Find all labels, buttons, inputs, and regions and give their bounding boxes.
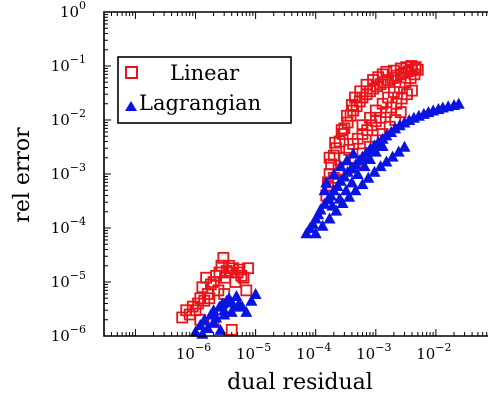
data-point-lagrangian (316, 219, 329, 231)
x-axis-label: dual residual (227, 370, 373, 395)
data-point-lagrangian (345, 176, 358, 188)
x-tick-label: 10−3 (356, 341, 391, 363)
y-tick-label: 10−4 (51, 215, 86, 237)
data-point-lagrangian (398, 140, 411, 152)
data-point-linear (203, 292, 216, 305)
data-point-lagrangian (386, 150, 399, 162)
y-tick-label: 10−6 (51, 323, 86, 345)
x-tick-exponent: −2 (435, 341, 451, 354)
series-lagrangian (189, 97, 465, 339)
data-point-lagrangian (198, 313, 211, 325)
data-point-linear (356, 119, 369, 132)
legend-label-linear: Linear (170, 61, 240, 85)
x-tick-label: 10−2 (416, 341, 451, 363)
data-point-lagrangian (380, 155, 393, 167)
data-point-lagrangian (207, 316, 220, 328)
y-tick-label: 10−2 (51, 107, 86, 129)
data-point-linear (406, 84, 418, 97)
y-axis-label: rel error (10, 127, 35, 223)
data-point-linear (354, 85, 367, 98)
data-point-lagrangian (343, 190, 356, 202)
data-point-lagrangian (340, 154, 353, 166)
y-tick-label: 10−1 (51, 53, 86, 75)
data-point-lagrangian (358, 160, 371, 172)
y-tick-exponent: −4 (70, 215, 86, 228)
y-tick-exponent: −2 (70, 107, 86, 120)
x-tick-exponent: −5 (255, 341, 271, 354)
x-tick-exponent: −3 (375, 341, 391, 354)
data-point-lagrangian (351, 168, 364, 179)
y-tick-exponent: −3 (70, 161, 86, 174)
data-point-linear (394, 106, 407, 119)
data-point-lagrangian (376, 140, 389, 152)
legend-label-lagrangian: Lagrangian (139, 91, 261, 115)
data-point-linear (380, 65, 393, 78)
data-point-linear (235, 269, 248, 282)
data-point-lagrangian (318, 184, 331, 196)
data-point-lagrangian (393, 119, 406, 131)
data-point-lagrangian (363, 152, 376, 164)
data-point-lagrangian (347, 147, 360, 159)
data-point-lagrangian (201, 322, 214, 334)
x-tick-exponent: −4 (315, 341, 331, 354)
data-point-linear (341, 116, 354, 129)
data-point-lagrangian (374, 160, 387, 172)
axes-layer: 10−6 10−5 10−4 10−3 10−2 10−6 10−5 10−4 10−3 10−2… (51, 0, 488, 363)
data-point-linear (369, 104, 382, 117)
data-point-lagrangian (225, 305, 238, 317)
data-point-linear (323, 151, 336, 164)
legend: Linear Lagrangian (117, 56, 292, 124)
y-tick-exponent: −6 (70, 323, 86, 336)
data-point-lagrangian (362, 171, 375, 183)
data-point-linear (329, 136, 341, 149)
data-point-lagrangian (356, 178, 369, 190)
x-tick-label: 10−4 (296, 341, 331, 363)
data-point-lagrangian (327, 168, 340, 179)
data-point-lagrangian (349, 184, 362, 196)
data-point-linear (176, 311, 189, 324)
legend-marker-linear (125, 66, 138, 79)
data-point-lagrangian (392, 145, 405, 157)
data-point-lagrangian (333, 192, 346, 204)
data-point-lagrangian (323, 212, 336, 224)
data-point-lagrangian (309, 227, 322, 239)
y-tick-label: 100 (60, 0, 86, 21)
legend-marker-lagrangian (125, 101, 137, 111)
y-tick-exponent: −1 (70, 53, 86, 66)
data-point-lagrangian (249, 287, 262, 299)
data-point-linear (335, 124, 348, 137)
x-tick-label: 10−6 (176, 341, 211, 363)
data-point-linear (376, 68, 389, 81)
data-point-linear (404, 72, 417, 84)
data-point-lagrangian (214, 323, 227, 335)
data-point-lagrangian (245, 294, 258, 306)
marks-layer (176, 60, 465, 339)
data-point-linear (356, 91, 369, 104)
legend-box (117, 56, 292, 124)
data-point-lagrangian (452, 97, 465, 109)
y-tick-label: 10−5 (51, 269, 86, 291)
y-tick-exponent: 0 (79, 0, 86, 12)
data-point-lagrangian (340, 184, 353, 196)
data-point-linear (242, 262, 255, 275)
y-tick-label: 10−3 (51, 161, 86, 183)
data-point-lagrangian (314, 203, 327, 215)
data-point-lagrangian (369, 145, 382, 157)
x-tick-label: 10−5 (236, 341, 271, 363)
data-point-linear (233, 263, 246, 276)
x-tick-exponent: −6 (195, 341, 211, 354)
data-point-lagrangian (320, 176, 333, 188)
data-point-lagrangian (326, 199, 339, 211)
data-point-linear (345, 99, 358, 111)
data-point-lagrangian (240, 305, 253, 317)
data-point-linear (408, 68, 421, 81)
data-point-linear (387, 64, 400, 77)
data-point-linear (240, 284, 253, 297)
data-point-lagrangian (334, 160, 347, 172)
data-point-lagrangian (368, 165, 381, 177)
y-tick-exponent: −5 (70, 269, 86, 282)
